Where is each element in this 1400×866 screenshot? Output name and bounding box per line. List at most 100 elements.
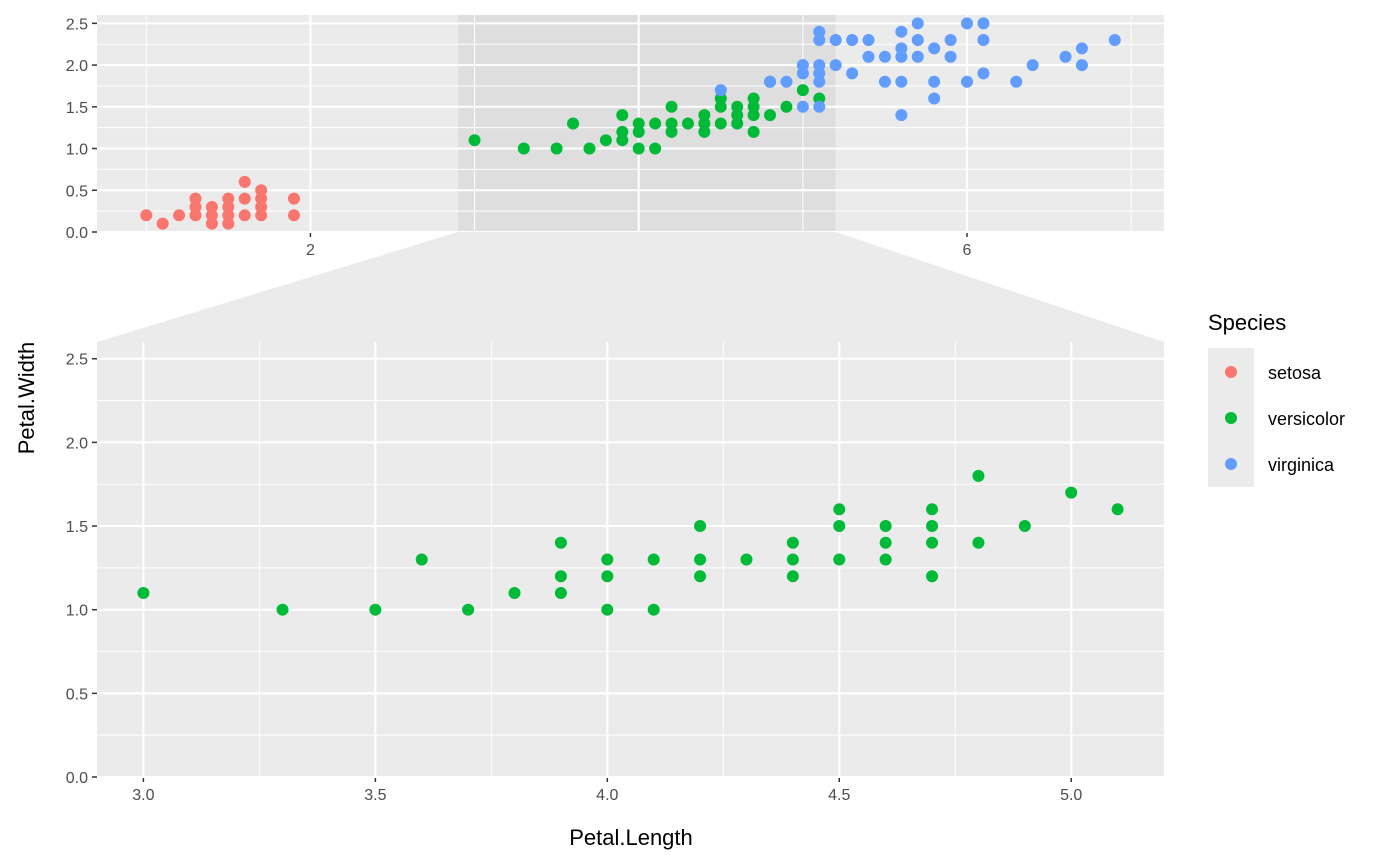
overview-x-tick-label: 6	[963, 242, 972, 259]
overview-point-setosa	[222, 217, 235, 230]
overview-point-versicolor	[616, 125, 629, 138]
legend-label-virginica: virginica	[1268, 455, 1335, 475]
overview-point-virginica	[911, 50, 924, 63]
overview-point-setosa	[222, 192, 235, 205]
overview-point-versicolor	[747, 92, 760, 105]
zoom-point-versicolor	[554, 586, 567, 599]
overview-point-virginica	[928, 92, 941, 105]
overview-point-versicolor	[632, 142, 645, 155]
overview-point-virginica	[878, 75, 891, 88]
overview-point-versicolor	[665, 125, 678, 138]
overview-point-virginica	[813, 100, 826, 113]
legend-label-versicolor: versicolor	[1268, 409, 1345, 429]
overview-point-virginica	[1075, 42, 1088, 55]
overview-point-virginica	[911, 34, 924, 47]
zoom-point-versicolor	[786, 553, 799, 566]
overview-point-virginica	[714, 84, 727, 97]
overview-point-versicolor	[550, 142, 563, 155]
overview-point-virginica	[977, 17, 990, 30]
overview-point-versicolor	[780, 100, 793, 113]
overview-point-versicolor	[764, 109, 777, 122]
overview-point-virginica	[796, 59, 809, 72]
overview-point-versicolor	[649, 142, 662, 155]
overview-point-virginica	[895, 75, 908, 88]
overview-point-virginica	[1059, 50, 1072, 63]
zoom-x-tick-label: 5.0	[1060, 787, 1082, 804]
overview-point-virginica	[895, 42, 908, 55]
overview-point-setosa	[205, 217, 218, 230]
overview-point-virginica	[813, 59, 826, 72]
zoom-point-versicolor	[1111, 503, 1124, 516]
overview-point-virginica	[944, 34, 957, 47]
overview-y-tick-label: 1.0	[66, 142, 88, 159]
overview-point-virginica	[1075, 59, 1088, 72]
overview-point-setosa	[205, 200, 218, 213]
overview-point-versicolor	[698, 109, 711, 122]
zoom-point-versicolor	[879, 520, 892, 533]
zoom-point-versicolor	[879, 553, 892, 566]
overview-point-setosa	[238, 209, 251, 222]
overview-point-virginica	[961, 75, 974, 88]
overview-point-virginica	[780, 75, 793, 88]
legend-key-setosa	[1225, 366, 1237, 378]
overview-point-virginica	[846, 67, 859, 80]
zoom-point-versicolor	[694, 553, 707, 566]
zoom-connector-shape	[97, 232, 1164, 342]
overview-point-versicolor	[714, 100, 727, 113]
zoom-y-tick-label: 0.5	[66, 686, 88, 703]
legend-label-setosa: setosa	[1268, 363, 1322, 383]
zoom-point-versicolor	[369, 603, 382, 616]
overview-point-versicolor	[632, 125, 645, 138]
overview-point-setosa	[189, 192, 202, 205]
zoom-x-tick-label: 4.5	[828, 787, 850, 804]
zoom-point-versicolor	[694, 520, 707, 533]
zoom-y-tick-label: 0.0	[66, 770, 88, 787]
zoom-panel: 3.0 3.5 4.0 4.5 5.0 0.0 0.5 1.0 1.5 2.0 2.5	[66, 342, 1164, 804]
overview-point-virginica	[895, 109, 908, 122]
overview-point-versicolor	[681, 117, 694, 130]
zoom-point-versicolor	[833, 503, 846, 516]
zoom-x-tick-label: 3.0	[132, 787, 154, 804]
overview-point-versicolor	[567, 117, 580, 130]
zoom-point-versicolor	[554, 536, 567, 549]
zoom-point-versicolor	[926, 520, 939, 533]
overview-point-virginica	[878, 50, 891, 63]
zoom-point-versicolor	[926, 536, 939, 549]
overview-point-virginica	[813, 25, 826, 38]
zoom-point-versicolor	[1018, 520, 1031, 533]
overview-point-versicolor	[468, 134, 481, 147]
overview-point-virginica	[1010, 75, 1023, 88]
overview-panel: 2460.00.51.01.52.02.5	[66, 15, 1164, 259]
overview-point-versicolor	[813, 92, 826, 105]
zoom-point-versicolor	[926, 570, 939, 583]
zoom-point-versicolor	[972, 469, 985, 482]
zoom-point-versicolor	[462, 603, 475, 616]
zoom-x-tick-label: 3.5	[364, 787, 386, 804]
zoom-y-tick-label: 1.0	[66, 603, 88, 620]
zoom-point-versicolor	[694, 570, 707, 583]
overview-point-versicolor	[583, 142, 596, 155]
overview-point-setosa	[255, 200, 268, 213]
overview-point-setosa	[189, 209, 202, 222]
zoom-y-tick-label: 2.0	[66, 435, 88, 452]
y-axis-title: Petal.Width	[14, 342, 39, 455]
overview-point-versicolor	[665, 117, 678, 130]
overview-point-setosa	[173, 209, 186, 222]
overview-y-tick-label: 2.0	[66, 58, 88, 75]
zoom-point-versicolor	[879, 536, 892, 549]
zoom-point-versicolor	[833, 520, 846, 533]
overview-point-versicolor	[517, 142, 530, 155]
zoom-point-versicolor	[926, 503, 939, 516]
overview-point-setosa	[255, 209, 268, 222]
overview-point-setosa	[222, 209, 235, 222]
overview-y-tick-label: 2.5	[66, 16, 88, 33]
overview-point-virginica	[829, 34, 842, 47]
overview-point-virginica	[977, 67, 990, 80]
zoom-point-versicolor	[601, 570, 614, 583]
overview-point-versicolor	[616, 109, 629, 122]
zoom-panel-background	[97, 342, 1164, 777]
zoom-y-tick-label: 1.5	[66, 519, 88, 536]
overview-point-virginica	[1108, 34, 1121, 47]
zoom-point-versicolor	[554, 570, 567, 583]
overview-point-setosa	[255, 184, 268, 197]
